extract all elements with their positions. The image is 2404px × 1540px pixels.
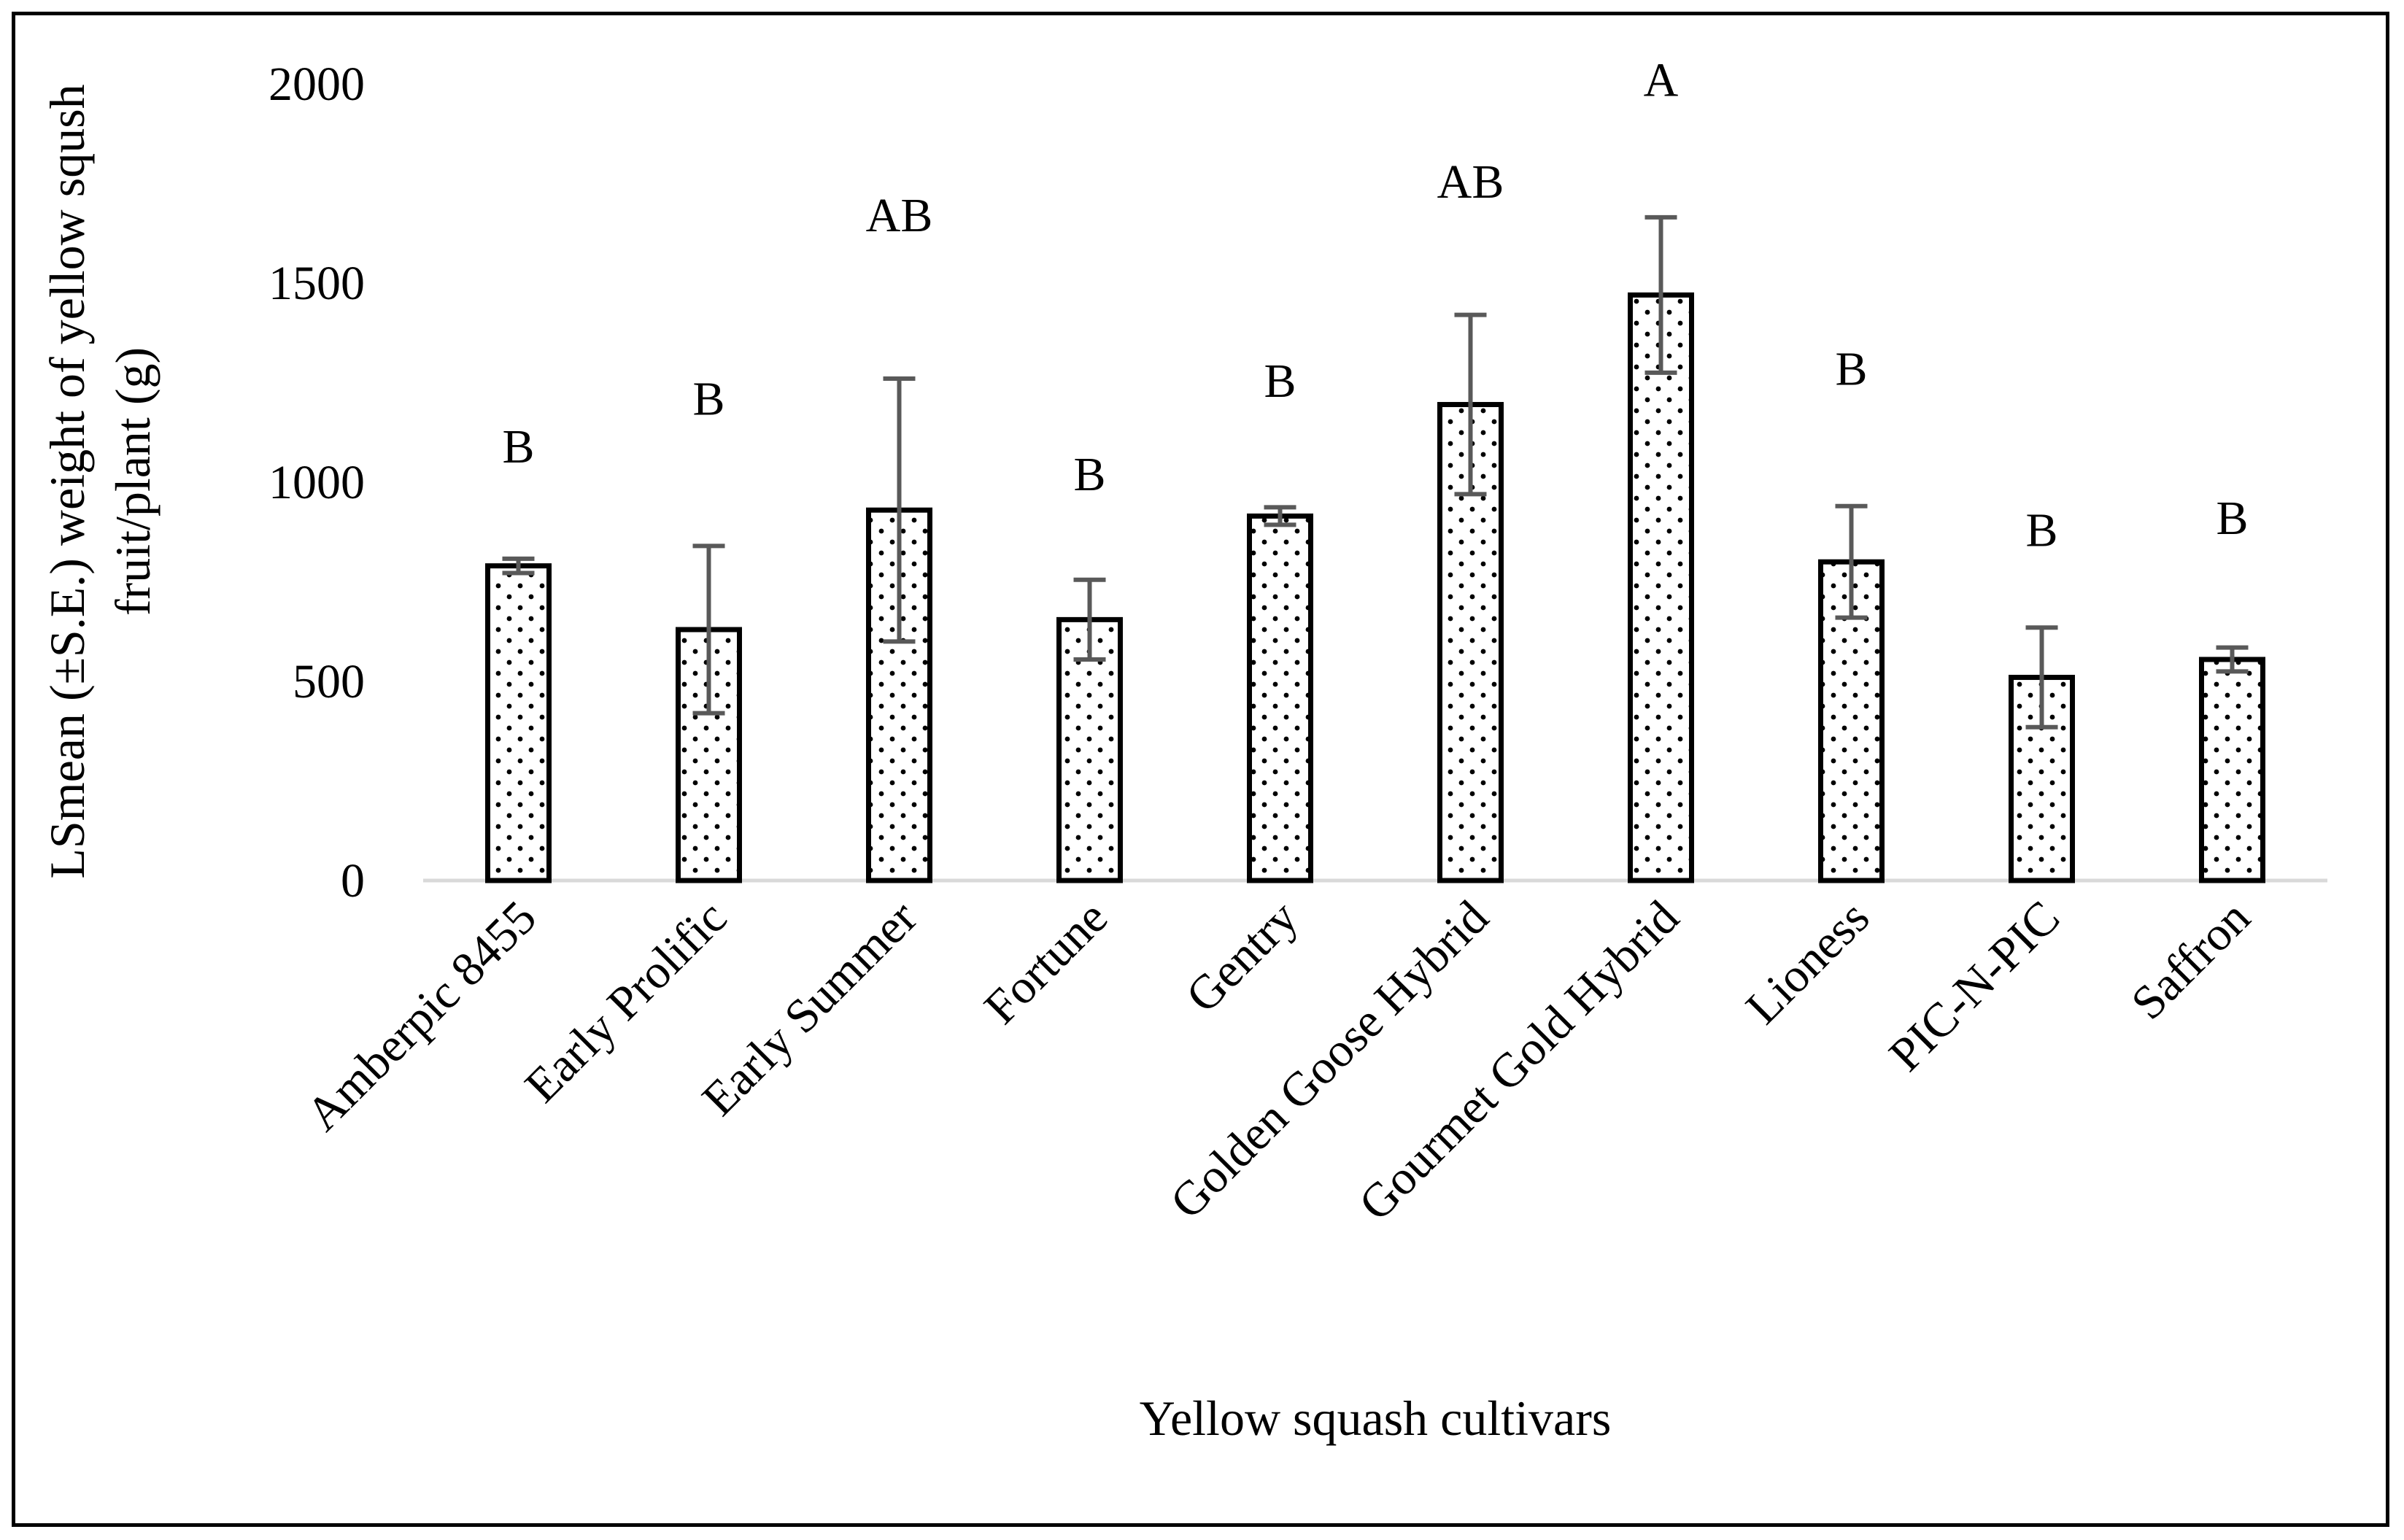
chart-frame <box>12 12 2389 1527</box>
y-tick-label: 0 <box>341 854 365 908</box>
y-tick-label: 1000 <box>268 456 365 509</box>
y-tick-label: 500 <box>293 655 365 708</box>
significance-letter: B <box>2216 492 2248 545</box>
x-tick-label: Lioness <box>1736 891 1879 1034</box>
x-tick-label: PIC-N-PIC <box>1879 891 2070 1082</box>
error-bar <box>1073 577 1106 662</box>
error-bar <box>1264 505 1296 527</box>
bar <box>1056 616 1123 883</box>
x-tick-label: Gentry <box>1176 891 1308 1023</box>
significance-letter: AB <box>1437 155 1504 209</box>
significance-letter: B <box>692 372 724 425</box>
significance-letter: B <box>1073 448 1105 501</box>
bar <box>2199 657 2265 883</box>
significance-letter: B <box>2025 504 2057 557</box>
error-bar <box>1644 214 1677 375</box>
error-bars <box>502 214 2249 730</box>
x-tick-label: Golden Goose Hybrid <box>1160 891 1499 1229</box>
x-axis-title: Yellow squash cultivars <box>1140 1390 1612 1446</box>
bar <box>485 563 552 883</box>
x-tick-label: Gourmet Gold Hybrid <box>1349 891 1689 1231</box>
x-tick-label: Saffron <box>2121 891 2260 1030</box>
x-tick-label: Fortune <box>974 891 1118 1034</box>
significance-letter: AB <box>866 189 933 242</box>
error-bar <box>692 543 725 716</box>
y-tick-label: 2000 <box>268 58 365 111</box>
error-bar <box>2025 625 2058 730</box>
error-bar <box>883 376 916 644</box>
significance-letter: B <box>1835 342 1867 395</box>
significance-letter: A <box>1644 54 1679 107</box>
y-axis-ticks: 0 500 1000 1500 2000 <box>268 58 365 908</box>
error-bar <box>2216 645 2249 674</box>
error-bar <box>1454 312 1487 497</box>
y-tick-label: 1500 <box>268 257 365 310</box>
error-bar <box>502 556 535 576</box>
x-tick-label: Amberpic 8455 <box>296 891 546 1141</box>
y-axis-title-line-1: LSmean (±S.E.) weight of yellow sqush <box>39 84 95 878</box>
bar <box>1628 292 1694 883</box>
y-axis-title: LSmean (±S.E.) weight of yellow sqush fr… <box>39 84 161 878</box>
bar <box>1247 513 1313 883</box>
significance-letter: B <box>502 420 534 473</box>
y-axis-title-line-2: fruit/plant (g) <box>105 347 161 616</box>
bars <box>485 292 2265 883</box>
significance-letter: B <box>1264 355 1296 408</box>
error-bar <box>1835 503 1868 620</box>
